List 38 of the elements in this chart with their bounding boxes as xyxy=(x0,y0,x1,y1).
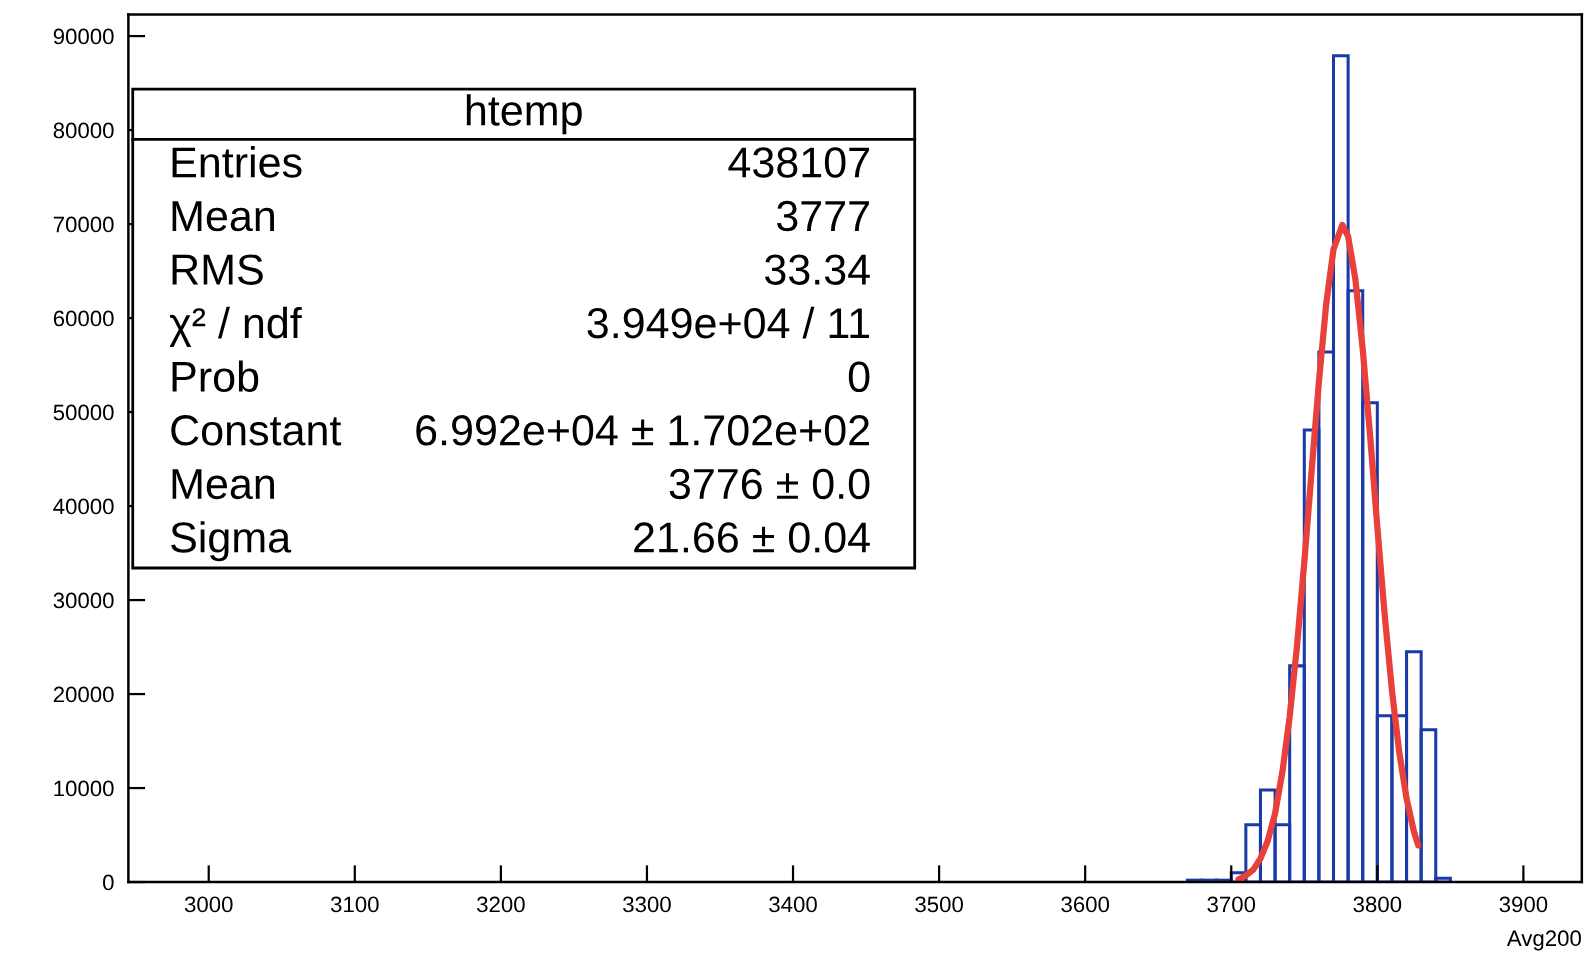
y-tick-label: 70000 xyxy=(53,216,114,233)
annotation: 0 xyxy=(848,361,870,393)
y-tick-label: 80000 xyxy=(53,122,114,139)
annotation: RMS xyxy=(172,254,263,285)
y-tick-label: 90000 xyxy=(53,28,114,45)
annotation: 33.34 xyxy=(765,254,870,285)
annotation: Constant xyxy=(171,415,342,446)
annotation: 3.949e+04 / 11 xyxy=(587,306,870,339)
y-tick-label: 50000 xyxy=(53,404,114,421)
annotation: Mean xyxy=(172,201,274,232)
x-tick-label: 3300 xyxy=(623,896,671,913)
annotation: Prob xyxy=(172,360,259,393)
y-tick-label: 60000 xyxy=(53,310,114,327)
x-tick-label: 3400 xyxy=(769,896,817,913)
x-tick-label: 3500 xyxy=(915,896,963,913)
y-tick-label: 0 xyxy=(103,874,114,891)
x-tick-label: 3100 xyxy=(330,896,379,913)
x-tick-label: 3700 xyxy=(1207,896,1256,913)
x-axis-title: Avg200 xyxy=(1506,930,1581,951)
y-tick-label: 40000 xyxy=(53,498,114,515)
annotation: 21.66 ± 0.04 xyxy=(634,522,870,553)
annotation: 438107 xyxy=(728,147,869,178)
annotation: 3777 xyxy=(776,200,869,232)
y-tick-label: 10000 xyxy=(54,780,114,797)
annotation: htemp xyxy=(466,94,582,135)
y-tick-label: 30000 xyxy=(53,592,114,609)
y-tick-label: 20000 xyxy=(53,686,114,703)
annotation: χ² / ndf xyxy=(169,306,302,347)
annotation: Sigma xyxy=(171,521,292,562)
annotation: Entries xyxy=(172,146,302,178)
annotation: Mean xyxy=(172,469,274,500)
x-tick-label: 3200 xyxy=(477,896,525,913)
annotation: 6.992e+04 ± 1.702e+02 xyxy=(416,415,869,446)
x-tick-label: 3800 xyxy=(1353,896,1402,913)
annotation: 3776 ± 0.0 xyxy=(669,468,870,500)
x-tick-label: 3000 xyxy=(184,896,233,913)
x-tick-label: 3900 xyxy=(1499,896,1548,913)
x-tick-label: 3600 xyxy=(1061,896,1110,913)
